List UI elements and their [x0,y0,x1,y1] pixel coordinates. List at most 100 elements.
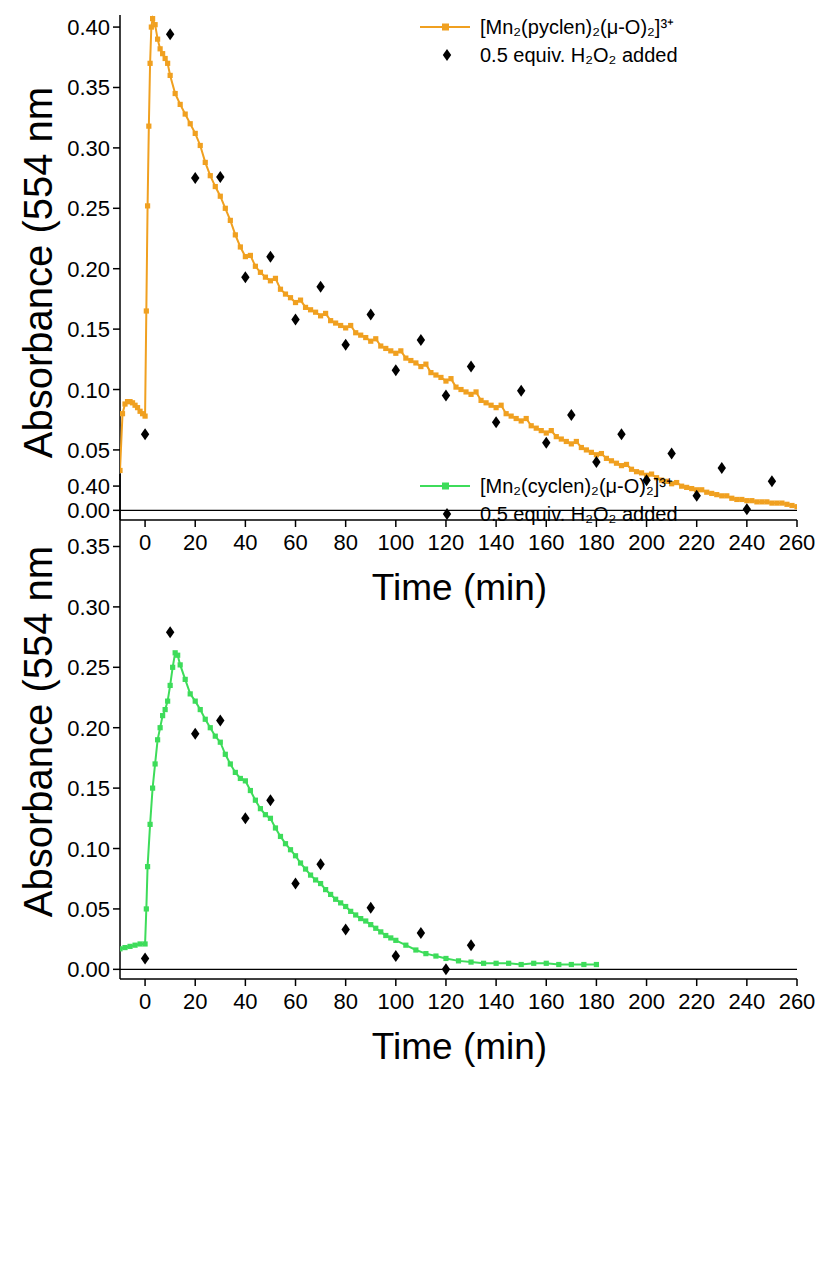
point [233,770,238,775]
point [233,232,238,237]
point [719,493,724,498]
point [423,362,428,367]
x-tick [345,520,347,527]
point [353,330,358,335]
point [393,938,398,943]
y-tick-label: 0.10 [67,837,110,862]
y-tick [113,449,120,451]
point [468,959,473,964]
point [373,926,378,931]
y-tick-label: 0.10 [67,378,110,403]
x-tick [445,520,447,527]
point [569,441,574,446]
x-tick-label: 240 [728,530,765,555]
point [718,462,726,474]
point [674,480,679,485]
x-tick-label: 100 [377,530,414,555]
point [238,776,243,781]
point [166,626,174,638]
x-tick-label: 220 [678,989,715,1014]
point [228,218,233,223]
point [293,300,298,305]
y-axis-title: Absorbance (554 nm [16,87,60,458]
point [442,963,450,975]
point [333,320,338,325]
x-tick-label: 200 [628,530,665,555]
point [483,400,488,405]
point [147,61,152,66]
point [141,952,149,964]
x-tick [596,979,598,986]
point [509,414,514,419]
point [137,941,142,946]
point [418,364,423,369]
point [478,398,483,403]
y-tick-label: 0.30 [67,136,110,161]
x-tick-label: 240 [728,989,765,1014]
y-tick-label: 0.20 [67,257,110,282]
point [542,437,550,449]
y-tick [113,908,120,910]
point [714,492,719,497]
point [318,881,323,886]
point [316,281,324,293]
x-tick-label: 100 [377,989,414,1014]
x-tick-label: 60 [283,989,307,1014]
point [120,411,125,416]
point [343,325,348,330]
point [519,418,524,423]
point [248,253,253,258]
point [768,475,776,487]
point [165,61,170,66]
legend-label: 0.5 equiv. H₂O₂ added [480,503,678,525]
point [120,946,123,951]
x-axis [120,519,797,521]
point [188,691,193,696]
x-tick [495,979,497,986]
point [388,935,393,940]
point [258,806,263,811]
y-tick [113,328,120,330]
point [248,788,253,793]
point [463,389,468,394]
x-tick [395,979,397,986]
plot-data [120,16,797,515]
point [559,436,564,441]
point [291,313,299,325]
y-tick [113,268,120,270]
x-tick-label: 140 [478,989,515,1014]
point [734,497,739,502]
point [165,699,170,704]
y-axis [119,474,121,979]
point [589,450,594,455]
y-tick [113,147,120,149]
point [253,264,258,269]
x-axis-title: Time (min) [372,567,547,608]
point [594,962,599,967]
point [383,933,388,938]
point [303,866,308,871]
y-tick [113,389,120,391]
point [438,375,443,380]
y-tick-label: 0.15 [67,317,110,342]
point [398,348,403,353]
point [689,486,694,491]
legend-label: [Mn₂(cyclen)₂(μ-O)₂]³⁺ [480,475,673,497]
point [170,665,175,670]
point [789,503,794,508]
legend-swatch [443,49,451,61]
y-tick-label: 0.30 [67,595,110,620]
point [794,504,797,509]
legend-swatch [443,508,451,520]
point [145,203,150,208]
y-tick-label: 0.00 [67,957,110,982]
point [423,951,428,956]
chart-panel: 0.000.050.100.150.200.250.300.350.400204… [16,15,815,608]
point [150,786,155,791]
plot-data [120,626,599,975]
point [291,878,299,890]
point [191,728,199,740]
point [378,929,383,934]
reference-line [120,969,797,970]
y-tick [113,787,120,789]
